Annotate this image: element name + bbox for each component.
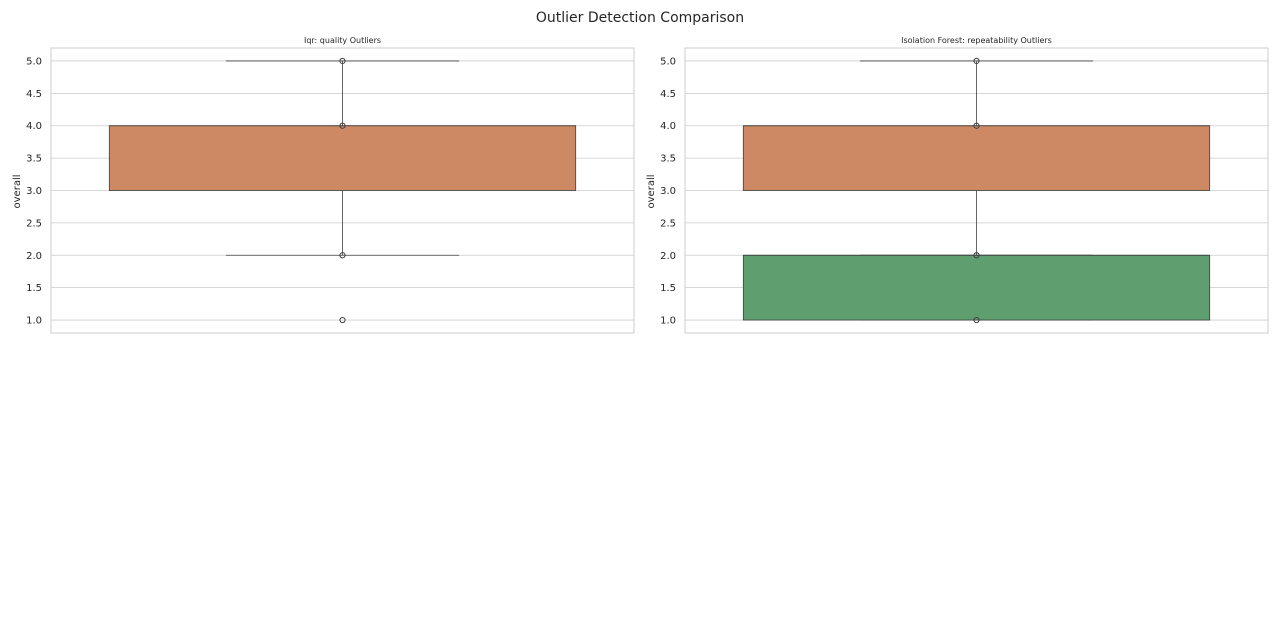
outlier-point	[339, 122, 346, 129]
box	[742, 125, 1211, 191]
y-tick-label: 4.5	[26, 89, 42, 100]
y-axis-label: overall	[12, 175, 23, 209]
figure-title: Outlier Detection Comparison	[535, 10, 745, 26]
y-tick-label: 3.5	[660, 154, 676, 165]
plot-frame	[50, 47, 635, 334]
y-axis-label: overall	[646, 175, 657, 209]
outlier-point	[339, 57, 346, 65]
chart-title: Isolation Forest: repeatability Outliers	[901, 36, 1052, 45]
outlier-point	[973, 316, 980, 324]
outlier-point	[339, 316, 346, 324]
y-tick-label: 4.0	[660, 121, 676, 132]
y-tick-label: 5.0	[660, 56, 676, 67]
outlier-point	[973, 122, 980, 129]
y-tick-label: 3.0	[26, 186, 42, 197]
box	[108, 125, 577, 191]
y-tick-label: 1.0	[26, 316, 42, 327]
y-tick-label: 1.5	[26, 283, 42, 294]
y-tick-label: 1.5	[660, 283, 676, 294]
y-tick-label: 2.0	[26, 251, 42, 262]
y-tick-label: 3.0	[660, 186, 676, 197]
y-tick-label: 2.5	[660, 218, 676, 229]
y-tick-label: 2.0	[660, 251, 676, 262]
y-tick-label: 3.5	[26, 154, 42, 165]
chart-title: Iqr: quality Outliers	[304, 36, 381, 45]
outlier-point	[339, 252, 346, 259]
y-tick-label: 4.5	[660, 89, 676, 100]
y-tick-label: 4.0	[26, 121, 42, 132]
box	[742, 254, 1211, 321]
outlier-point	[973, 57, 980, 65]
y-tick-label: 1.0	[660, 316, 676, 327]
y-tick-label: 2.5	[26, 218, 42, 229]
plot-frame	[684, 47, 1269, 334]
y-tick-label: 5.0	[26, 56, 42, 67]
outlier-point	[973, 252, 980, 259]
